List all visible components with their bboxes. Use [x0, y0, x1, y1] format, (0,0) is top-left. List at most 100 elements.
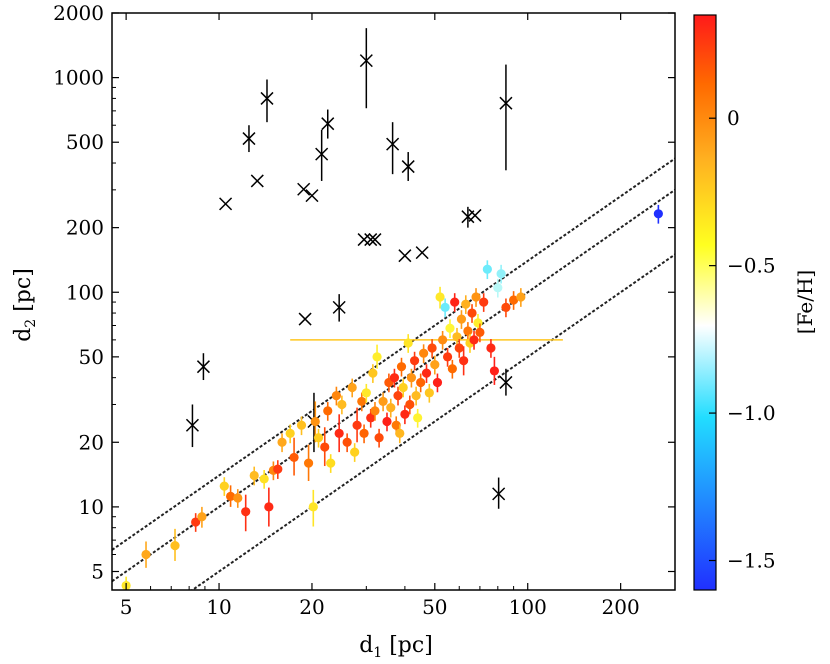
point-marker — [405, 399, 415, 410]
outlier-cross — [357, 233, 371, 247]
outlier-cross — [401, 152, 415, 181]
ratio-lines — [112, 157, 675, 590]
point-marker — [389, 373, 400, 383]
data-point — [393, 386, 403, 406]
colorbar-tick-label: −0.5 — [727, 254, 776, 278]
point-marker — [419, 348, 429, 358]
outlier-cross — [298, 312, 312, 326]
point-marker — [454, 343, 464, 353]
y-tick-label: 2000 — [53, 1, 104, 25]
point-marker — [421, 368, 432, 378]
outlier-cross — [321, 109, 335, 139]
data-point — [421, 364, 432, 383]
data-point — [440, 298, 450, 318]
point-marker — [323, 406, 333, 416]
outlier-cross-stroke — [260, 91, 274, 105]
data-point — [225, 485, 236, 507]
outlier-cross-stroke — [468, 208, 482, 222]
data-point — [419, 344, 429, 364]
outlier-cross — [499, 64, 513, 171]
data-point — [374, 428, 384, 448]
data-point — [493, 278, 503, 298]
outlier-cross — [242, 125, 256, 153]
outlier-cross-stroke — [492, 487, 506, 501]
colorbar: 0 −0.5 −1.0 −1.5 [Fe/H] — [693, 14, 817, 591]
point-marker — [447, 364, 457, 374]
point-marker — [361, 388, 371, 398]
data-point — [191, 513, 201, 532]
point-marker — [191, 517, 201, 527]
data-point — [405, 395, 415, 415]
outlier-cross — [468, 208, 482, 222]
point-marker — [471, 292, 481, 302]
colorbar-tick-label: −1.5 — [727, 549, 776, 573]
data-point — [396, 357, 407, 377]
colorbar-label: [Fe/H] — [793, 270, 817, 334]
data-point — [233, 489, 243, 508]
point-marker — [508, 295, 519, 305]
ratio-line-lower — [190, 253, 675, 590]
data-point — [359, 424, 369, 444]
data-point — [331, 386, 342, 406]
data-point — [454, 339, 464, 358]
data-point — [342, 433, 352, 453]
point-marker — [467, 308, 477, 318]
data-point — [378, 392, 388, 412]
data-point — [469, 330, 479, 350]
data-point — [406, 368, 417, 388]
outlier-cross — [185, 404, 199, 448]
point-marker — [440, 302, 450, 312]
data-point — [389, 368, 400, 388]
point-marker — [452, 332, 462, 342]
outlier-cross-stroke — [185, 418, 199, 432]
point-marker — [393, 390, 403, 401]
data-point — [442, 347, 453, 367]
outlier-cross — [332, 294, 346, 322]
data-point — [386, 398, 396, 418]
point-marker — [473, 318, 483, 328]
x-axis-label-sub: 1 — [373, 645, 382, 661]
outlier-cross-stroke — [305, 189, 319, 203]
outlier-cross — [260, 79, 274, 123]
data-point — [445, 319, 455, 339]
point-marker — [350, 447, 360, 457]
outlier-cross — [196, 353, 210, 381]
data-point — [467, 304, 477, 323]
point-marker — [469, 335, 479, 345]
outlier-cross-stroke — [250, 174, 264, 188]
y-axis-label: d2 [pc] — [11, 268, 39, 342]
point-marker — [141, 549, 151, 560]
data-point — [350, 443, 360, 462]
point-marker — [326, 458, 336, 468]
data-point — [416, 373, 426, 393]
point-marker — [249, 470, 259, 481]
data-point — [435, 286, 445, 309]
data-point — [409, 351, 420, 371]
point-marker — [496, 269, 506, 279]
data-point — [411, 386, 421, 406]
point-marker — [285, 428, 295, 438]
point-marker — [378, 396, 388, 407]
data-point — [219, 477, 229, 496]
point-marker — [416, 377, 426, 388]
data-point — [264, 487, 274, 527]
outlier-cross-stroke — [357, 233, 371, 247]
y-tick-label: 5 — [91, 560, 104, 584]
point-marker — [303, 458, 314, 468]
data-point — [489, 356, 500, 385]
outlier-cross-stroke — [398, 249, 412, 263]
data-point — [471, 288, 481, 307]
point-marker — [334, 428, 344, 438]
data-point — [424, 383, 434, 403]
point-marker — [370, 406, 380, 416]
ratio-line-one-to-one — [112, 189, 675, 583]
outlier-cross — [219, 197, 233, 211]
point-marker — [331, 390, 342, 401]
point-marker — [308, 502, 318, 512]
outlier-cross-stroke — [386, 137, 400, 151]
data-point — [496, 264, 506, 284]
data-point — [249, 466, 259, 486]
data-point — [170, 528, 180, 561]
point-marker — [372, 352, 382, 362]
